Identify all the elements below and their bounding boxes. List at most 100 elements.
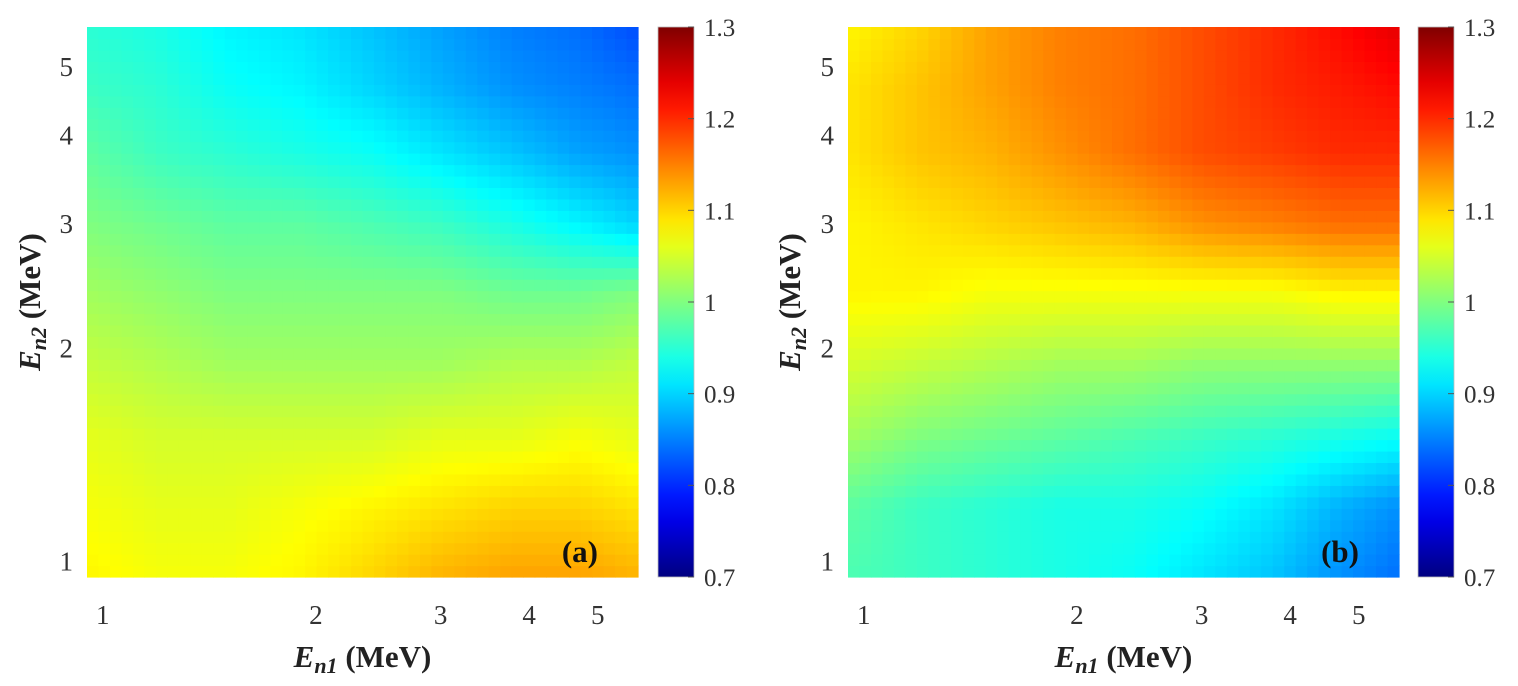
heatmap-cell <box>859 61 872 74</box>
heatmap-cell <box>557 485 570 498</box>
heatmap-cell <box>1203 187 1216 200</box>
heatmap-cell <box>465 462 478 475</box>
heatmap-cell <box>224 130 237 143</box>
heatmap-cell <box>1089 347 1102 360</box>
heatmap-cell <box>351 302 364 315</box>
heatmap-cell <box>155 450 168 464</box>
heatmap-cell <box>500 313 513 326</box>
heatmap-cell <box>1134 107 1148 120</box>
colorbar-tick-label: 0.9 <box>1464 382 1495 409</box>
heatmap-cell <box>592 554 605 567</box>
heatmap-cell <box>962 72 975 85</box>
heatmap-cell <box>178 565 191 578</box>
heatmap-cell <box>1387 210 1400 223</box>
heatmap-cell <box>109 164 123 177</box>
heatmap-cell <box>893 244 906 257</box>
heatmap-cell <box>1284 290 1297 303</box>
heatmap-cell <box>305 485 318 498</box>
heatmap-cell <box>465 439 478 452</box>
colorbar-tick-label: 0.8 <box>704 473 735 500</box>
heatmap-cell <box>477 290 490 303</box>
heatmap-cell <box>1112 256 1125 269</box>
heatmap-cell <box>1192 542 1205 555</box>
heatmap-cell <box>351 49 364 62</box>
heatmap-cell <box>431 130 444 143</box>
heatmap-cell <box>236 313 249 326</box>
heatmap-cell <box>893 279 906 292</box>
heatmap-cell <box>454 84 467 97</box>
heatmap-cell <box>201 256 214 269</box>
heatmap-cell <box>1284 382 1297 395</box>
heatmap-cell <box>362 565 375 578</box>
heatmap-cell <box>408 496 421 509</box>
heatmap-cell <box>997 450 1010 464</box>
heatmap-cell <box>848 462 861 475</box>
heatmap-cell <box>1031 359 1044 372</box>
heatmap-cell <box>1123 496 1136 509</box>
heatmap-cell <box>905 27 918 40</box>
heatmap-cell <box>132 233 145 246</box>
heatmap-cell <box>1318 72 1331 85</box>
heatmap-cell <box>1364 49 1377 62</box>
heatmap-cell <box>1089 221 1102 234</box>
heatmap-cell <box>523 61 536 74</box>
heatmap-cell <box>1123 313 1136 326</box>
heatmap-cell <box>442 107 455 120</box>
heatmap-cell <box>1272 38 1285 51</box>
heatmap-cell <box>293 279 306 292</box>
heatmap-cell <box>1054 519 1067 532</box>
heatmap-cell <box>1272 141 1285 154</box>
heatmap-cell <box>511 508 524 521</box>
heatmap-cell <box>1376 554 1389 567</box>
heatmap-cell <box>1215 141 1228 154</box>
heatmap-cell <box>882 107 895 120</box>
heatmap-cell <box>396 267 410 280</box>
heatmap-cell <box>882 233 895 246</box>
heatmap-cell <box>1272 61 1285 74</box>
heatmap-cell <box>534 405 547 418</box>
heatmap-cell <box>109 450 123 464</box>
heatmap-cell <box>1376 336 1389 349</box>
heatmap-cell <box>419 256 432 269</box>
heatmap-cell <box>1180 27 1193 40</box>
heatmap-cell <box>523 313 536 326</box>
heatmap-cell <box>190 210 203 223</box>
heatmap-cell <box>511 27 524 40</box>
heatmap-cell <box>282 198 295 211</box>
heatmap-cell <box>500 416 513 429</box>
heatmap-cell <box>592 359 605 372</box>
heatmap-cell <box>534 210 547 223</box>
heatmap-cell <box>626 473 639 486</box>
heatmap-cell <box>626 302 639 315</box>
heatmap-cell <box>144 313 157 326</box>
heatmap-cell <box>477 450 490 464</box>
heatmap-cell <box>905 324 918 337</box>
heatmap-cell <box>939 290 952 303</box>
heatmap-cell <box>1100 313 1113 326</box>
heatmap-cell <box>155 244 168 257</box>
heatmap-cell <box>293 267 306 280</box>
heatmap-cell <box>339 370 352 383</box>
heatmap-cell <box>1307 233 1320 246</box>
heatmap-cell <box>155 508 168 521</box>
heatmap-cell <box>592 542 605 555</box>
heatmap-cell <box>1295 313 1308 326</box>
heatmap-cell <box>1157 531 1171 544</box>
heatmap-cell <box>859 164 872 177</box>
heatmap-cell <box>1100 27 1113 40</box>
heatmap-cell <box>916 542 929 555</box>
heatmap-cell <box>534 72 547 85</box>
heatmap-cell <box>997 565 1010 578</box>
heatmap-cell <box>1353 313 1366 326</box>
heatmap-cell <box>259 416 272 429</box>
heatmap-cell <box>905 84 918 97</box>
heatmap-cell <box>1238 428 1251 441</box>
heatmap-cell <box>951 302 964 315</box>
heatmap-cell <box>339 210 352 223</box>
heatmap-cell <box>1318 336 1331 349</box>
heatmap-cell <box>626 84 639 97</box>
heatmap-cell <box>511 153 524 166</box>
heatmap-cell <box>916 256 929 269</box>
heatmap-cell <box>305 473 318 486</box>
heatmap-cell <box>442 565 455 578</box>
